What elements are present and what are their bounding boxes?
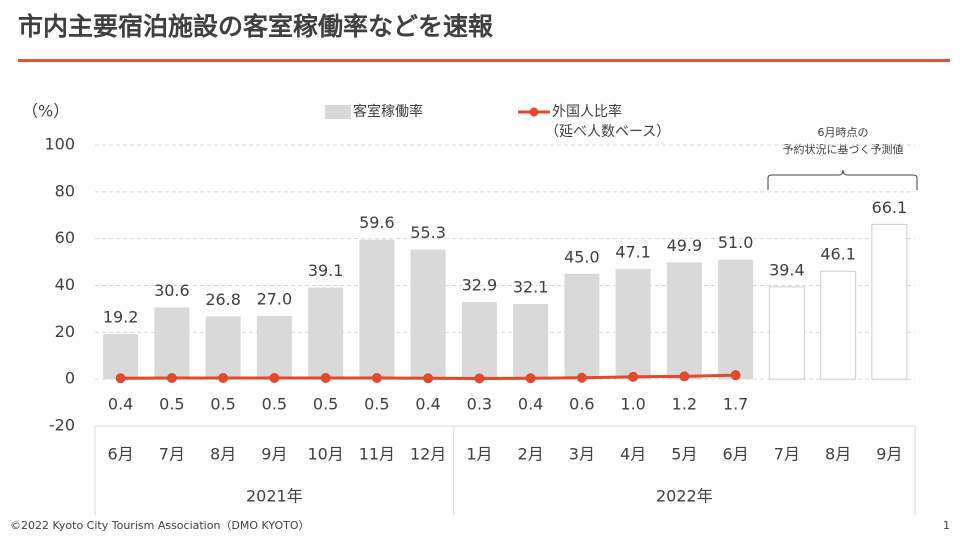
bar [461, 302, 497, 380]
bar-value-label: 51.0 [718, 233, 754, 252]
legend-label: 客室稼働率 [353, 103, 423, 120]
annotation-brace [767, 169, 918, 190]
line-value-label: 1.0 [620, 395, 645, 414]
legend-swatch-bar [325, 105, 351, 119]
line-value-label: 0.5 [313, 395, 338, 414]
line-value-label: 0.4 [415, 395, 440, 414]
line-marker [474, 373, 485, 384]
y-tick-label: 80 [55, 181, 75, 200]
x-tick-label: 11月 [359, 445, 395, 464]
x-tick-label: 12月 [410, 445, 446, 464]
line-value-label: 0.5 [262, 395, 287, 414]
bar [256, 315, 292, 380]
slide-title: 市内主要宿泊施設の客室稼働率などを速報 [18, 12, 494, 41]
bar [615, 268, 651, 380]
bar-value-label: 26.8 [205, 290, 241, 309]
bar-value-label: 47.1 [615, 242, 651, 261]
line-marker [166, 372, 177, 383]
x-tick-label: 10月 [307, 445, 343, 464]
line-marker [423, 373, 434, 384]
bar-value-label: 46.1 [820, 245, 856, 264]
y-tick-label: -20 [49, 416, 75, 435]
bar-value-label: 45.0 [564, 247, 600, 266]
bar [513, 303, 549, 380]
line-value-label: 1.2 [672, 395, 697, 414]
bar [666, 262, 702, 380]
bar [718, 259, 754, 380]
bar [359, 239, 395, 380]
line-marker [269, 372, 280, 383]
line-value-label: 0.5 [210, 395, 235, 414]
group-label: 2021年 [246, 487, 303, 506]
x-tick-label: 8月 [825, 445, 851, 464]
bar-value-label: 32.9 [462, 276, 498, 295]
line-value-label: 1.7 [723, 395, 748, 414]
footer: ©2022 Kyoto City Tourism Association（DMO… [10, 519, 310, 532]
line-marker [115, 373, 126, 384]
x-tick-label: 2月 [518, 445, 544, 464]
y-tick-label: 60 [55, 228, 75, 247]
line-value-label: 0.6 [569, 395, 594, 414]
legend-marker [529, 107, 539, 117]
bar-value-label: 59.6 [359, 213, 395, 232]
bar-value-label: 49.9 [667, 236, 703, 255]
y-tick-label: 100 [44, 135, 75, 154]
bar [205, 316, 241, 380]
bar-value-label: 30.6 [154, 281, 190, 300]
line-value-label: 0.5 [364, 395, 389, 414]
line-value-label: 0.4 [108, 395, 133, 414]
page-number: 1 [943, 519, 950, 532]
bar [410, 249, 446, 380]
line-marker [371, 372, 382, 383]
bar [768, 286, 805, 380]
x-tick-label: 1月 [466, 445, 492, 464]
bar [564, 273, 600, 380]
title-rule [18, 59, 950, 62]
bar-value-label: 39.4 [769, 260, 805, 279]
legend-note: （延べ人数ベース） [545, 124, 670, 140]
line-value-label: 0.4 [518, 395, 543, 414]
line-marker [628, 371, 639, 382]
x-tick-label: 6月 [723, 445, 749, 464]
bar-value-label: 32.1 [513, 277, 549, 296]
line-marker [320, 372, 331, 383]
x-tick-label: 4月 [620, 445, 646, 464]
legend-label: 外国人比率 [552, 103, 622, 120]
line-marker [218, 372, 229, 383]
x-tick-label: 8月 [210, 445, 236, 464]
bar-value-label: 39.1 [308, 261, 344, 280]
line-marker [730, 370, 741, 381]
y-unit: （%） [22, 102, 69, 121]
line-value-label: 0.5 [159, 395, 184, 414]
x-tick-label: 6月 [108, 445, 134, 464]
y-tick-label: 0 [65, 369, 75, 388]
bar-value-label: 66.1 [872, 198, 908, 217]
annotation: 予約状況に基づく予測値 [783, 142, 904, 156]
line-marker [525, 373, 536, 384]
x-tick-label: 5月 [671, 445, 697, 464]
x-tick-label: 3月 [569, 445, 595, 464]
bar [871, 223, 908, 380]
bar [820, 270, 857, 380]
x-tick-label: 7月 [159, 445, 185, 464]
bar-value-label: 19.2 [103, 308, 139, 327]
annotation: 6月時点の [818, 126, 869, 139]
bar [103, 334, 139, 380]
y-tick-label: 40 [55, 275, 75, 294]
line-value-label: 0.3 [467, 395, 492, 414]
group-label: 2022年 [656, 487, 713, 506]
bar-value-label: 27.0 [257, 289, 293, 308]
bar [308, 287, 344, 380]
x-tick-label: 7月 [774, 445, 800, 464]
bar [154, 307, 190, 380]
x-tick-label: 9月 [876, 445, 902, 464]
line-marker [679, 371, 690, 382]
x-tick-label: 9月 [261, 445, 287, 464]
y-tick-label: 20 [55, 322, 75, 341]
bar-value-label: 55.3 [410, 223, 446, 242]
line-marker [576, 372, 587, 383]
